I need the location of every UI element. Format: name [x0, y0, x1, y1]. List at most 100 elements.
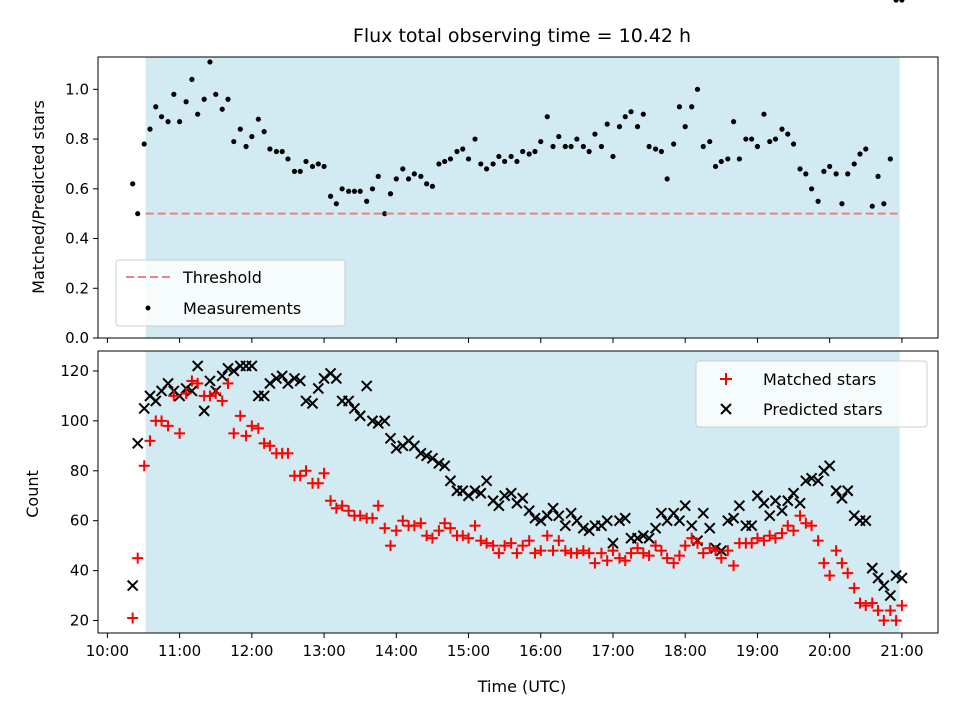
measurement-point [821, 168, 827, 174]
measurement-point [568, 143, 574, 150]
measurement-point [171, 91, 177, 97]
matched-star-point [300, 465, 312, 477]
y-tick-label: 20 [70, 612, 89, 630]
predicted-star-point [462, 490, 475, 502]
predicted-star-point [246, 360, 258, 372]
measurement-point [712, 163, 719, 170]
matched-star-point [679, 540, 691, 552]
matched-star-point [330, 502, 342, 514]
matched-star-point [559, 545, 571, 557]
legend-predicted-label: Predicted stars [763, 400, 883, 419]
matched-star-point [848, 582, 860, 594]
predicted-star-point [872, 572, 884, 584]
matched-star-point [264, 440, 276, 452]
matched-star-point [439, 517, 451, 529]
measurement-point [387, 191, 394, 197]
measurement-point [767, 138, 773, 145]
matched-star-point [312, 477, 324, 489]
predicted-star-point [769, 495, 782, 507]
predicted-star-point [228, 365, 240, 377]
measurement-point [297, 168, 303, 174]
measurement-point [797, 166, 803, 172]
matched-star-point [415, 517, 427, 529]
measurement-point [761, 111, 767, 117]
measurement-point [261, 129, 267, 135]
matched-star-point [216, 395, 228, 407]
matched-star-point [751, 532, 763, 544]
matched-star-point [722, 545, 734, 557]
measurement-point [718, 158, 724, 165]
predicted-star-point [216, 370, 228, 382]
matched-star-point [794, 510, 806, 522]
y-tick-label: 0.6 [65, 180, 89, 198]
predicted-star-point [727, 512, 740, 524]
matched-star-point [162, 420, 174, 432]
matched-star-point [156, 415, 168, 427]
x-tick-label: 19:00 [736, 642, 779, 660]
legend: Matched stars Predicted stars [695, 360, 928, 428]
measurement-point [676, 104, 683, 110]
matched-star-point [691, 537, 703, 549]
matched-star-point [884, 605, 896, 617]
predicted-star-point [776, 505, 788, 517]
y-tick-label: 0.8 [65, 130, 89, 148]
measurement-point [857, 151, 863, 157]
matched-star-point [788, 525, 800, 537]
measurement-point [147, 126, 153, 132]
y-axis-label: Count [23, 470, 42, 518]
predicted-star-point [360, 380, 373, 392]
matched-star-point [601, 555, 613, 567]
matched-star-point [174, 427, 186, 439]
matched-star-point [782, 520, 794, 532]
matched-star-point [481, 537, 493, 549]
predicted-star-point [673, 514, 686, 527]
measurement-point [580, 143, 586, 150]
predicted-star-point [529, 512, 541, 524]
predicted-star-point [685, 519, 698, 532]
measurement-point [219, 106, 225, 112]
matched-star-point [632, 542, 644, 554]
measurement-point [465, 156, 472, 162]
matched-star-point [800, 517, 812, 529]
predicted-star-point [294, 375, 306, 387]
predicted-star-point [498, 490, 511, 502]
matched-star-point [444, 522, 456, 534]
predicted-star-point [523, 505, 535, 517]
predicted-star-point [258, 390, 270, 402]
measurement-point [899, 0, 905, 3]
measurement-point [671, 141, 677, 147]
measurement-point [177, 119, 183, 125]
measurement-point [682, 124, 688, 130]
matched-star-point [336, 500, 348, 512]
matched-star-point [686, 532, 698, 544]
predicted-star-point [794, 497, 806, 509]
predicted-star-point [878, 579, 890, 592]
matched-star-point [812, 535, 824, 547]
matched-star-point [541, 530, 553, 542]
measurement-point [273, 148, 280, 155]
matched-star-point [535, 545, 547, 557]
measurement-point [893, 0, 899, 3]
measurement-point [514, 158, 520, 165]
predicted-star-point [162, 377, 174, 390]
predicted-star-point [836, 492, 848, 504]
y-tick-label: 0.0 [65, 329, 89, 347]
measurement-point [754, 143, 761, 150]
measurement-point [887, 156, 893, 162]
measurement-point [483, 166, 490, 172]
x-axis-ticks [106, 338, 903, 343]
measurement-point [460, 146, 466, 152]
measurement-point [400, 166, 406, 172]
measurement-point [357, 188, 363, 194]
measurement-point [730, 119, 737, 125]
measurement-point [875, 173, 881, 179]
legend-measurement-swatch [145, 305, 151, 311]
predicted-star-point [426, 452, 439, 465]
predicted-star-point [475, 487, 487, 499]
predicted-star-point [631, 532, 644, 544]
predicted-star-point [276, 370, 288, 382]
predicted-star-point [704, 522, 716, 534]
matched-star-point [890, 615, 902, 627]
measurement-point [303, 158, 309, 165]
measurement-point [634, 124, 641, 130]
